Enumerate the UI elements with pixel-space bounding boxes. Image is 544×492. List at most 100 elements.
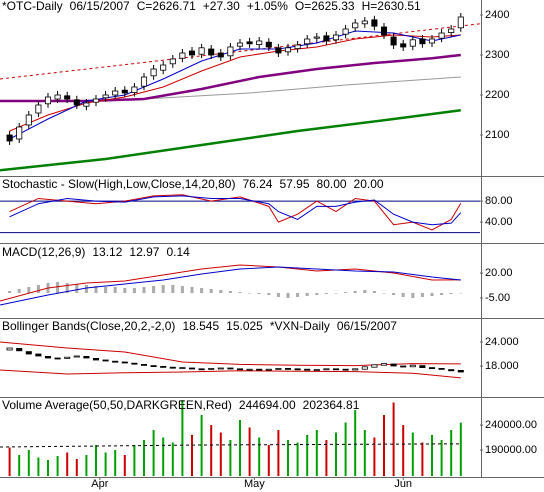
y-tick-label: 240000.00 bbox=[485, 419, 537, 431]
header-label: 15.025 bbox=[226, 319, 263, 333]
candle-body bbox=[304, 38, 311, 45]
bar bbox=[113, 287, 117, 293]
bar bbox=[66, 452, 69, 476]
bar bbox=[210, 425, 213, 476]
candle-body bbox=[323, 35, 330, 42]
candle-body bbox=[188, 50, 196, 56]
candle-body bbox=[400, 365, 407, 368]
bar bbox=[392, 293, 396, 295]
candle-body bbox=[217, 367, 224, 370]
header-label: 80.00 bbox=[317, 177, 347, 191]
bar bbox=[325, 440, 328, 476]
line bbox=[143, 76, 461, 100]
candle-body bbox=[448, 369, 455, 372]
header-label: Stochastic - Slow(High,Low,Close,14,20,8… bbox=[2, 177, 235, 191]
candle-body bbox=[112, 360, 119, 363]
header-label: 202364.81 bbox=[303, 398, 360, 412]
header-label: *OTC-Daily bbox=[2, 0, 63, 13]
candle-body bbox=[198, 368, 205, 371]
bar bbox=[56, 282, 60, 293]
candle-body bbox=[275, 47, 282, 54]
candle-body bbox=[342, 28, 349, 35]
candle-body bbox=[380, 363, 388, 366]
header-label: 20.00 bbox=[354, 177, 384, 191]
header-label: 0.14 bbox=[166, 245, 190, 259]
bar bbox=[440, 293, 444, 295]
header-label: *VXN-Daily bbox=[270, 319, 330, 333]
y-tick-label: 190000.00 bbox=[485, 444, 537, 456]
header-label: +27.30 bbox=[203, 0, 240, 13]
bar bbox=[324, 293, 328, 294]
bar bbox=[287, 440, 289, 476]
candle-body bbox=[169, 58, 176, 65]
bar bbox=[8, 447, 11, 476]
candle-body bbox=[342, 368, 349, 371]
bar bbox=[296, 442, 299, 476]
candle-body bbox=[179, 52, 186, 59]
bar bbox=[344, 292, 348, 293]
bar bbox=[344, 422, 347, 476]
candle-body bbox=[121, 89, 128, 94]
x-tick-label: May bbox=[244, 478, 265, 490]
y-tick-label: 2100 bbox=[485, 129, 509, 141]
bar bbox=[209, 289, 213, 293]
bar bbox=[373, 437, 376, 476]
line bbox=[0, 443, 461, 448]
candle-body bbox=[54, 94, 61, 100]
line bbox=[9, 194, 462, 231]
bar bbox=[228, 291, 232, 293]
line bbox=[9, 195, 462, 226]
candle-body bbox=[284, 47, 292, 53]
bar bbox=[267, 293, 271, 295]
header-label: 57.95 bbox=[279, 177, 309, 191]
candle-body bbox=[16, 126, 23, 140]
candle-body bbox=[169, 366, 176, 369]
candle-body bbox=[409, 39, 416, 47]
candle-body bbox=[256, 40, 263, 45]
candle-body bbox=[188, 367, 196, 370]
bar bbox=[315, 430, 318, 476]
header-label: O=2625.33 bbox=[295, 0, 355, 13]
candle-body bbox=[73, 99, 80, 106]
bar bbox=[449, 293, 453, 294]
candle-body bbox=[294, 368, 301, 371]
candle-body bbox=[352, 22, 359, 29]
bar bbox=[104, 287, 108, 293]
candle-body bbox=[198, 47, 205, 55]
candle-body bbox=[83, 355, 90, 359]
bar bbox=[152, 430, 155, 476]
bar bbox=[75, 459, 78, 476]
bar bbox=[411, 432, 414, 476]
candle-body bbox=[64, 95, 71, 100]
candle-body bbox=[35, 104, 42, 114]
candle-body bbox=[160, 64, 167, 71]
candle-body bbox=[179, 367, 186, 370]
header-label: 244694.00 bbox=[239, 398, 296, 412]
candle-body bbox=[400, 43, 407, 48]
bar bbox=[94, 286, 98, 293]
bar bbox=[392, 402, 395, 476]
bar bbox=[37, 457, 40, 476]
candle-body bbox=[73, 355, 80, 358]
x-tick-label: Jun bbox=[394, 478, 412, 490]
candle-body bbox=[44, 96, 52, 105]
candle-body bbox=[83, 102, 90, 107]
bar bbox=[162, 437, 165, 476]
bar bbox=[36, 285, 40, 293]
candle-body bbox=[6, 347, 13, 351]
y-tick-label: 2300 bbox=[485, 49, 509, 61]
bar bbox=[56, 456, 59, 476]
candle-body bbox=[208, 367, 215, 370]
bar bbox=[421, 442, 424, 476]
candle-body bbox=[380, 26, 388, 36]
candle-body bbox=[25, 114, 32, 126]
bar bbox=[219, 290, 223, 293]
bar bbox=[276, 293, 280, 297]
bar bbox=[334, 293, 338, 294]
bar bbox=[459, 422, 462, 476]
bar bbox=[440, 440, 443, 476]
candle-body bbox=[428, 367, 436, 370]
candle-body bbox=[313, 369, 320, 372]
y-tick-label: 40.00 bbox=[485, 216, 513, 228]
